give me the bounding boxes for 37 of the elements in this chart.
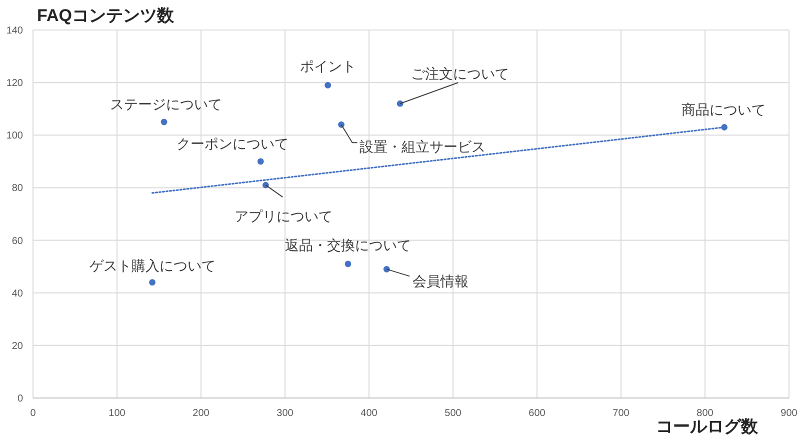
point <box>721 124 728 130</box>
x-tick-label: 400 <box>360 408 378 419</box>
point <box>149 279 156 286</box>
annotation: ステージについて <box>110 96 222 112</box>
y-tick-label: 100 <box>6 130 24 142</box>
y-tick-label: 80 <box>12 183 24 194</box>
y-tick-label: 120 <box>6 78 24 90</box>
point <box>257 158 264 165</box>
annotation: 返品・交換について <box>285 236 411 253</box>
x-tick-label: 700 <box>612 408 630 419</box>
x-tick-label: 900 <box>780 408 798 419</box>
annotation: ポイント <box>300 58 356 74</box>
y-tick-label: 140 <box>6 26 24 36</box>
x-tick-label: 800 <box>696 408 714 419</box>
annotation: ご注文について <box>411 66 510 82</box>
y-tick-label: 0 <box>17 394 24 404</box>
x-tick-label: 200 <box>192 408 210 419</box>
chart-title: FAQコンテンツ数 <box>37 6 175 25</box>
point <box>324 82 332 88</box>
point <box>160 118 168 126</box>
x-tick-label: 0 <box>30 408 36 419</box>
annotation: クーポンについて <box>176 135 289 152</box>
annotation: 会員情報 <box>412 273 469 290</box>
annotation: 設置・組立サービス <box>359 138 486 155</box>
x-tick-label: 600 <box>528 408 546 419</box>
x-tick-label: 100 <box>108 408 126 419</box>
x-axis-title: コールログ数 <box>656 417 759 436</box>
annotation: 商品について <box>681 101 766 118</box>
annotation: アプリについて <box>234 208 333 224</box>
x-tick-label: 300 <box>276 408 294 419</box>
y-tick-label: 40 <box>12 288 24 300</box>
x-tick-label: 500 <box>444 408 462 419</box>
point <box>338 121 344 128</box>
y-tick-label: 60 <box>12 236 24 247</box>
point <box>344 260 352 268</box>
y-tick-label: 20 <box>12 340 24 352</box>
annotation: ゲスト購入について <box>89 257 216 274</box>
